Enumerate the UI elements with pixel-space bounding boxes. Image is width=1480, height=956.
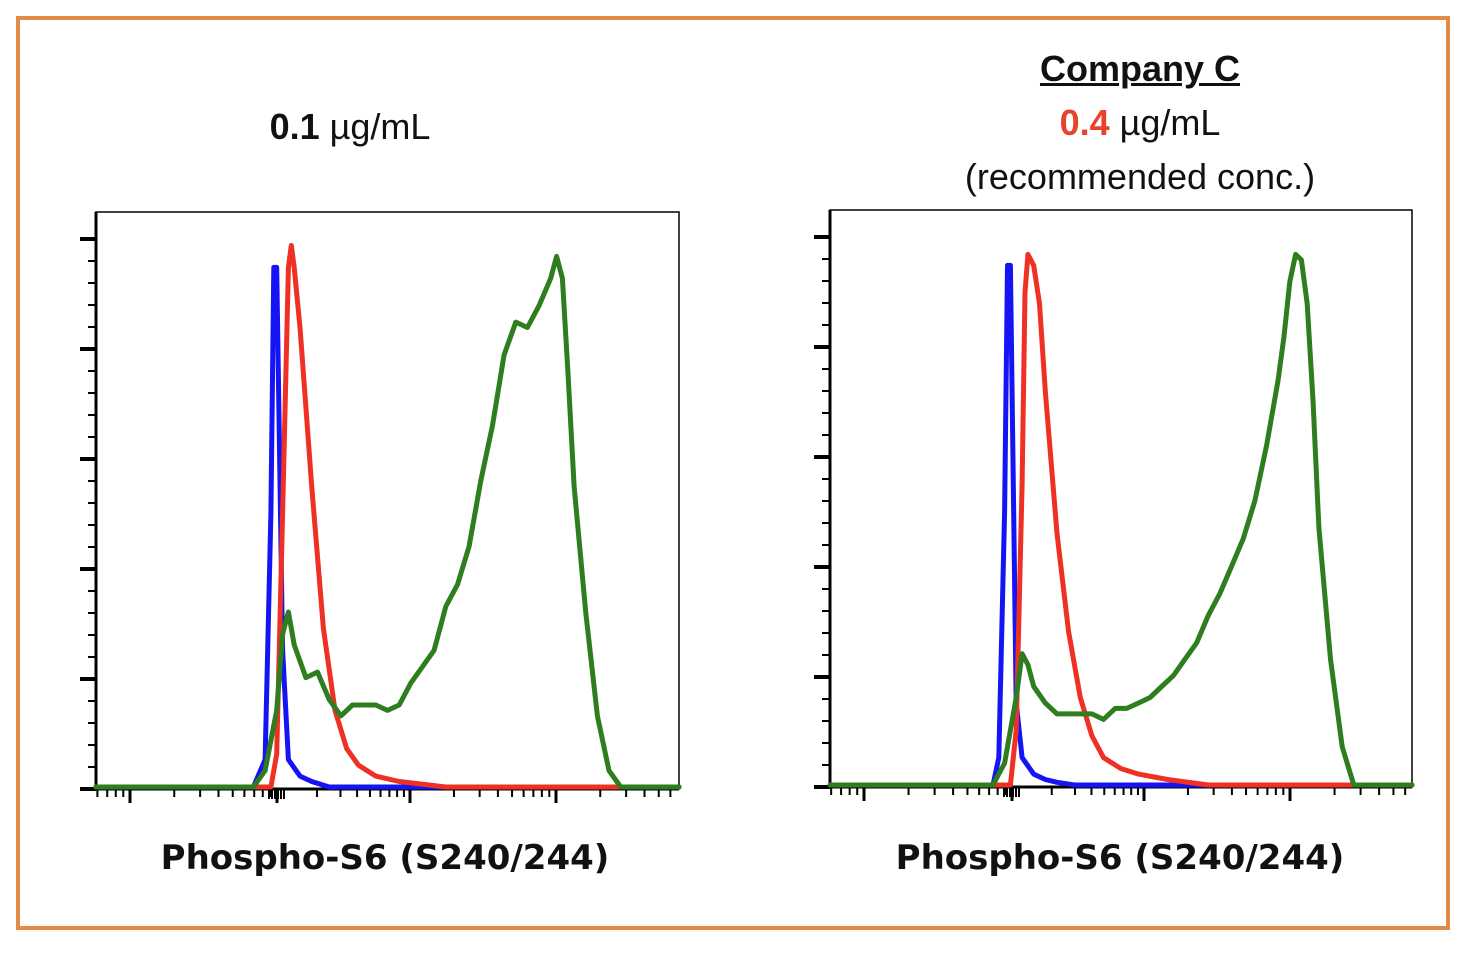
panel-right-xlabel: Phospho-S6 (S240/244) [895,838,1345,878]
panel-left-value: 0.1 [269,106,320,147]
panel-right-unit: µg/mL [1119,102,1221,143]
series-blue-line [827,262,1415,788]
series-green-line [827,251,1415,788]
panel-left-header: 0.1 µg/mL [150,100,550,154]
plot-frame [829,209,1413,788]
panel-left-unit: µg/mL [329,106,431,147]
recommended-note: (recommended conc.) [964,156,1316,197]
series-red-line [827,251,1415,788]
panel-right-concentration: 0.4 µg/mL [880,96,1400,150]
series-red-line [93,243,682,790]
panel-left-concentration: 0.1 µg/mL [150,100,550,154]
company-label: Company C [1039,48,1241,89]
series-blue-line [93,264,682,790]
series-green-line [93,253,682,790]
panel-right-value: 0.4 [1059,102,1110,143]
panel-left-xlabel: Phospho-S6 (S240/244) [160,838,610,878]
panel-right-header: Company C 0.4 µg/mL (recommended conc.) [880,42,1400,204]
